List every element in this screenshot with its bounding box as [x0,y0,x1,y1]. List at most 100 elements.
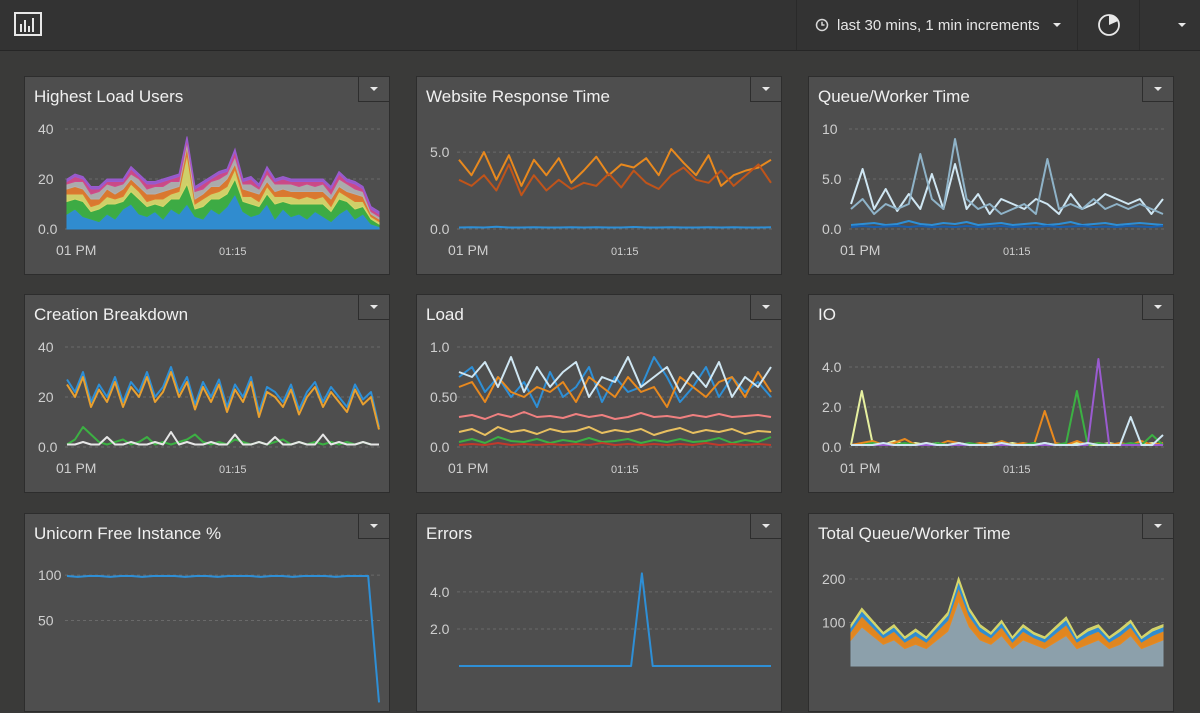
line-series-4 [851,416,1164,446]
line-series-0 [458,356,772,408]
panel-menu-button[interactable] [750,294,782,320]
y-tick-label: 2.0 [430,621,450,637]
y-tick-label: 0.50 [430,389,457,405]
chart-load: 1.0 0.50 0.0 01 PM 01:15 [430,339,772,476]
panel-title: Queue/Worker Time [818,87,970,106]
panel-title: IO [818,305,836,324]
chevron-down-icon [762,87,770,91]
area-series-1 [850,586,1164,650]
line-series-2 [458,225,772,229]
x-tick-label: 01 PM [448,242,488,258]
y-tick-label: 200 [822,571,846,587]
line-series-3 [458,411,772,420]
panel-title: Highest Load Users [34,87,184,106]
time-range-selector[interactable]: last 30 mins, 1 min increments [796,0,1077,50]
bar-chart-icon[interactable] [14,12,42,36]
line-series-0 [66,575,380,703]
y-tick-label: 0.0 [430,221,450,237]
chevron-down-icon [370,87,378,91]
panel-menu-button[interactable] [1142,76,1174,102]
x-tick-label: 01 PM [56,460,96,476]
line-series-1 [850,138,1164,215]
chart-highest-load-users: 40 20 0.0 01 PM 01:15 [38,121,380,258]
x-tick-label: 01:15 [1003,246,1031,258]
line-series-1 [66,371,380,430]
chart-io: 4.0 2.0 0.0 01 PM 01:15 [822,358,1164,476]
panel-total-queue-worker-time: 200 100 Total Queue/Worker Time [808,513,1174,712]
panel-unicorn-free-instance: 100 50 Unicorn Free Instance % [24,513,390,712]
line-series-6 [458,442,772,446]
line-series-5 [458,436,772,444]
area-series-3 [850,576,1164,640]
y-tick-label: 20 [38,389,54,405]
panel-highest-load-users: 40 20 0.0 01 PM 01:15 Highest Load Users [24,76,390,275]
panel-errors: 4.0 2.0 Errors [416,513,782,712]
panel-title: Website Response Time [426,87,610,106]
line-series-2 [850,220,1164,226]
line-series-1 [850,410,1164,446]
line-series-3 [851,358,1163,446]
y-tick-label: 0.0 [430,439,450,455]
line-series-2 [851,390,1164,446]
panel-menu-button[interactable] [358,76,390,102]
refresh-button[interactable] [1077,0,1140,50]
line-series-1 [458,371,772,408]
line-series-0 [850,390,1164,446]
y-tick-label: 4.0 [430,584,450,600]
y-tick-label: 20 [38,171,54,187]
y-tick-label: 0.0 [38,439,58,455]
y-tick-label: 1.0 [430,339,450,355]
chart-queue-worker-time: 10 5.0 0.0 01 PM 01:15 [822,121,1164,258]
y-tick-label: 0.0 [822,439,842,455]
x-tick-label: 01 PM [840,242,880,258]
line-series-0 [459,572,771,667]
x-tick-label: 01 PM [448,460,488,476]
chart-creation-breakdown: 40 20 0.0 01 PM 01:15 [38,339,380,476]
line-series-0 [458,148,772,187]
y-tick-label: 0.0 [38,221,58,237]
area-series-6 [66,136,380,215]
panel-title: Errors [426,524,473,543]
panel-title: Total Queue/Worker Time [818,524,1011,543]
user-menu-button[interactable] [1139,0,1200,50]
y-tick-label: 50 [38,613,54,629]
line-series-0 [66,366,380,428]
panel-menu-button[interactable] [750,513,782,539]
panel-load: 1.0 0.50 0.0 01 PM 01:15 Load [416,294,782,493]
line-series-2 [66,426,379,446]
x-tick-label: 01:15 [611,246,639,258]
panel-io: 4.0 2.0 0.0 01 PM 01:15 IO [808,294,1174,493]
panel-title: Unicorn Free Instance % [34,524,222,543]
panel-menu-button[interactable] [1142,294,1174,320]
line-series-0 [850,163,1164,215]
chart-website-response-time: 5.0 0.0 01 PM 01:15 [430,144,772,258]
panel-website-response-time: 5.0 0.0 01 PM 01:15 Website Response Time [416,76,782,275]
chevron-down-icon [762,305,770,309]
x-tick-label: 01:15 [219,246,247,258]
x-tick-label: 01:15 [611,464,639,476]
clock-icon [815,18,829,32]
y-tick-label: 0.0 [822,221,842,237]
time-range-label: last 30 mins, 1 min increments [837,16,1040,34]
chevron-down-icon [370,305,378,309]
panel-title: Creation Breakdown [34,305,189,324]
panel-menu-button[interactable] [358,294,390,320]
chevron-down-icon [1154,87,1162,91]
panel-menu-button[interactable] [750,76,782,102]
y-tick-label: 2.0 [822,399,842,415]
y-tick-label: 10 [822,121,838,137]
y-tick-label: 5.0 [430,144,450,160]
panel-menu-button[interactable] [358,513,390,539]
y-tick-label: 40 [38,121,54,137]
chevron-down-icon [370,524,378,528]
chart-unicorn-free-instance: 100 50 [38,567,380,703]
x-tick-label: 01 PM [56,242,96,258]
y-tick-label: 40 [38,339,54,355]
chevron-down-icon [1154,305,1162,309]
x-tick-label: 01:15 [1003,464,1031,476]
y-tick-label: 4.0 [822,359,842,375]
panel-menu-button[interactable] [1142,513,1174,539]
panel-creation-breakdown: 40 20 0.0 01 PM 01:15 Creation Breakdown [24,294,390,493]
x-tick-label: 01 PM [840,460,880,476]
chevron-down-icon [1154,524,1162,528]
